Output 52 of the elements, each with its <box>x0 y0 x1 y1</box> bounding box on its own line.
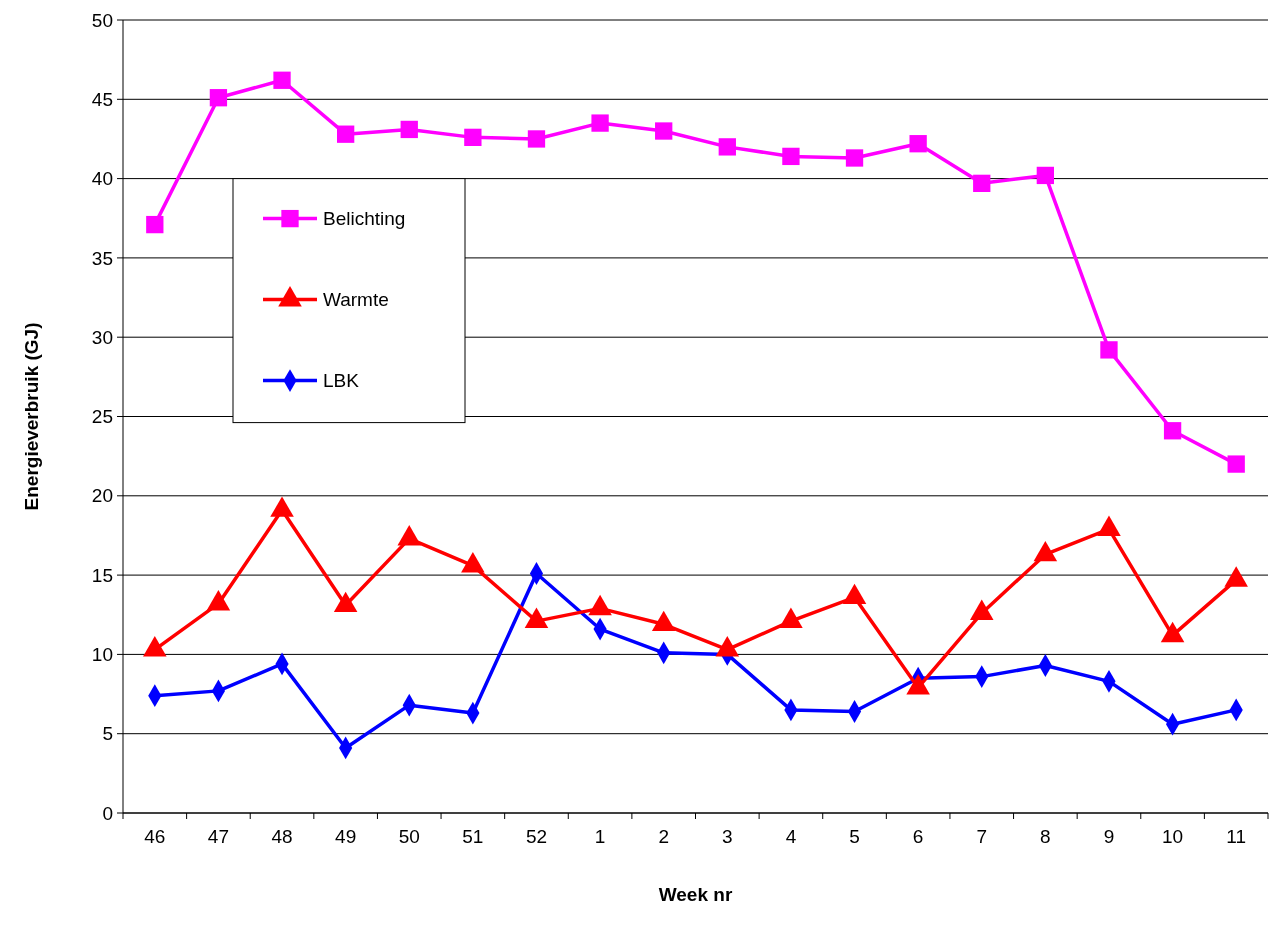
point <box>464 128 482 147</box>
x-tick-label: 52 <box>525 826 548 847</box>
point <box>782 147 800 166</box>
y-tick-label: 50 <box>91 9 113 31</box>
x-tick-label: 3 <box>722 826 733 847</box>
point <box>718 138 736 156</box>
x-tick-label: 8 <box>1040 826 1051 847</box>
point <box>1100 341 1118 359</box>
y-tick-label: 0 <box>102 802 113 824</box>
point <box>655 122 673 140</box>
x-tick-label: 7 <box>976 826 988 847</box>
x-tick-label: 9 <box>1103 826 1115 847</box>
point <box>336 125 355 143</box>
point <box>273 71 291 89</box>
y-tick-label: 45 <box>91 88 113 110</box>
legend-label: Belichting <box>323 208 406 230</box>
point <box>146 215 164 234</box>
point <box>973 174 991 193</box>
x-tick-label: 46 <box>144 826 166 847</box>
y-tick-label: 10 <box>91 644 113 666</box>
point <box>400 120 418 139</box>
point <box>591 114 609 132</box>
x-tick-label: 51 <box>462 826 484 847</box>
x-tick-label: 6 <box>912 826 924 847</box>
legend-label: Warmte <box>323 289 389 311</box>
x-tick-label: 47 <box>207 826 229 847</box>
legend-label: LBK <box>323 370 360 392</box>
y-tick-label: 35 <box>91 247 113 269</box>
x-tick-label: 50 <box>398 826 420 847</box>
point <box>209 89 228 107</box>
x-tick-label: 10 <box>1162 826 1184 847</box>
x-tick-label: 48 <box>271 826 293 847</box>
point <box>1227 455 1245 473</box>
x-tick-label: 49 <box>335 826 357 847</box>
point <box>1036 166 1055 185</box>
y-tick-label: 20 <box>91 485 113 507</box>
y-axis-title: Energieverbruik (GJ) <box>21 322 42 511</box>
x-tick-label: 4 <box>785 826 797 847</box>
x-tick-label: 11 <box>1226 826 1247 847</box>
x-tick-label: 2 <box>658 826 669 847</box>
x-axis-title: Week nr <box>658 884 733 905</box>
y-tick-label: 40 <box>91 168 113 190</box>
x-tick-label: 1 <box>594 826 606 847</box>
y-tick-label: 5 <box>102 723 113 745</box>
point <box>845 149 864 167</box>
y-tick-label: 30 <box>91 326 113 348</box>
point <box>527 130 546 148</box>
point <box>1163 422 1182 440</box>
y-tick-label: 25 <box>91 406 113 428</box>
point <box>909 135 927 153</box>
x-tick-label: 5 <box>849 826 860 847</box>
y-tick-label: 15 <box>91 564 113 586</box>
